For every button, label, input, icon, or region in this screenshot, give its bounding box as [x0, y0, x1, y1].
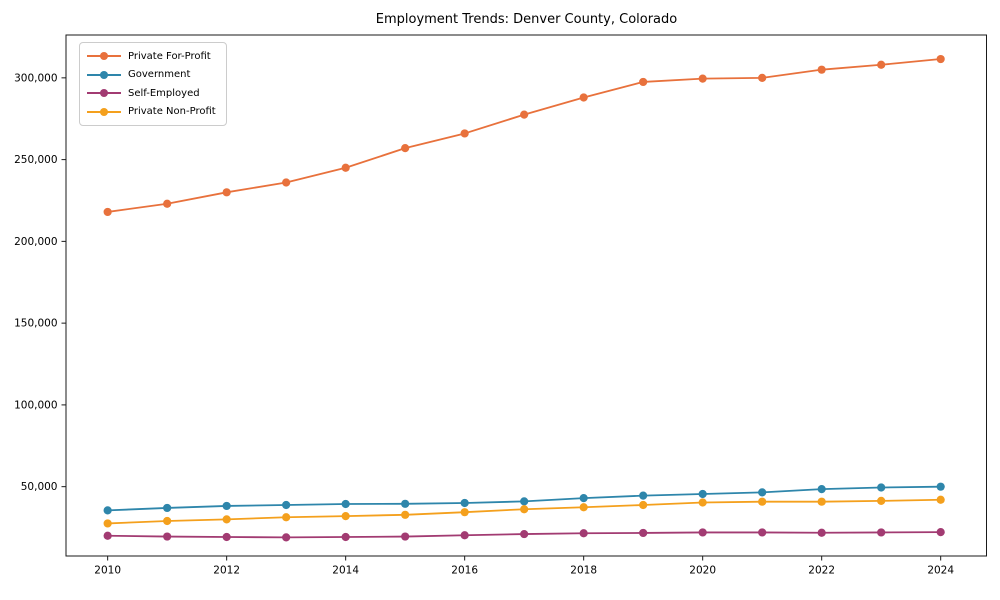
data-point-private-non-profit-2018 [579, 503, 588, 512]
data-point-self-employed-2019 [639, 528, 648, 538]
x-tick-label: 2018 [570, 565, 597, 577]
y-tick-label: 150,000 [14, 318, 57, 330]
legend-dot-icon [100, 107, 108, 116]
data-point-self-employed-2021 [758, 528, 767, 537]
data-point-government-2018 [579, 494, 588, 503]
data-point-self-employed-2018 [579, 529, 588, 538]
legend-swatch-self-employed [87, 88, 121, 98]
data-point-private-for-profit-2012 [222, 188, 231, 197]
data-point-government-2010 [103, 506, 112, 515]
legend-item-government: Government [87, 68, 216, 82]
y-tick-label: 50,000 [21, 481, 58, 493]
data-point-private-for-profit-2015 [401, 144, 410, 153]
data-point-private-non-profit-2021 [758, 497, 767, 506]
data-point-private-non-profit-2017 [520, 505, 529, 514]
data-point-government-2013 [282, 500, 291, 510]
data-point-government-2023 [877, 483, 886, 492]
data-point-private-for-profit-2024 [936, 54, 945, 64]
data-point-private-for-profit-2023 [877, 60, 886, 69]
data-point-government-2014 [341, 499, 350, 509]
data-point-private-for-profit-2014 [341, 163, 350, 172]
legend-label-government: Government [128, 69, 191, 80]
data-point-government-2012 [222, 501, 231, 511]
legend-item-private-non-profit: Private Non-Profit [87, 105, 216, 119]
x-tick-label: 2024 [927, 565, 954, 577]
data-point-private-for-profit-2019 [639, 77, 648, 87]
data-point-self-employed-2015 [401, 532, 410, 541]
x-tick-label: 2022 [808, 565, 835, 577]
data-point-government-2017 [520, 497, 529, 506]
data-point-self-employed-2010 [103, 531, 112, 540]
plot-frame [65, 34, 987, 557]
data-point-self-employed-2013 [282, 533, 291, 542]
data-point-self-employed-2020 [698, 528, 707, 537]
data-point-self-employed-2022 [817, 528, 826, 537]
data-point-private-non-profit-2024 [936, 495, 945, 504]
legend-dot-icon [100, 52, 108, 60]
y-tick-label: 300,000 [14, 72, 57, 84]
data-point-private-for-profit-2022 [817, 65, 826, 74]
data-point-self-employed-2011 [163, 532, 172, 541]
y-tick-label: 200,000 [14, 236, 57, 248]
y-tick-label: 100,000 [14, 399, 57, 411]
data-point-self-employed-2017 [520, 529, 529, 539]
x-tick-label: 2012 [213, 565, 240, 577]
x-tick-label: 2010 [94, 565, 121, 577]
data-point-government-2016 [460, 498, 469, 508]
x-tick-label: 2014 [332, 565, 359, 577]
data-point-government-2011 [163, 503, 172, 513]
legend-dot-icon [100, 89, 108, 97]
data-point-private-for-profit-2020 [698, 74, 707, 83]
legend-swatch-government [87, 70, 121, 80]
data-point-private-non-profit-2022 [817, 497, 826, 506]
data-point-private-for-profit-2016 [460, 129, 469, 138]
data-point-private-non-profit-2023 [877, 496, 886, 505]
legend-label-private-for-profit: Private For-Profit [128, 50, 211, 62]
x-tick-label: 2016 [451, 565, 478, 577]
data-point-government-2024 [936, 482, 945, 491]
data-point-private-for-profit-2011 [163, 199, 172, 208]
data-point-government-2020 [698, 489, 707, 499]
data-point-private-non-profit-2020 [698, 498, 707, 507]
data-point-private-non-profit-2013 [282, 513, 291, 522]
legend-swatch-private-for-profit [87, 51, 121, 61]
data-point-private-non-profit-2016 [460, 508, 469, 517]
data-point-private-non-profit-2011 [163, 516, 172, 526]
legend: Private For-Profit Government Self-Employe… [79, 42, 227, 126]
data-point-private-non-profit-2010 [103, 519, 112, 528]
data-point-private-non-profit-2015 [401, 510, 410, 519]
data-point-self-employed-2012 [222, 532, 231, 542]
data-point-private-for-profit-2018 [579, 93, 588, 102]
data-point-private-non-profit-2012 [222, 515, 231, 524]
data-point-government-2019 [639, 491, 648, 500]
x-tick-label: 2020 [689, 565, 716, 577]
legend-swatch-private-non-profit [87, 107, 121, 117]
legend-dot-icon [100, 70, 108, 79]
legend-item-private-for-profit: Private For-Profit [87, 49, 216, 63]
data-point-self-employed-2014 [341, 532, 350, 542]
data-point-private-for-profit-2013 [282, 178, 291, 187]
data-point-government-2021 [758, 488, 767, 497]
legend-item-self-employed: Self-Employed [87, 86, 216, 100]
legend-label-private-non-profit: Private Non-Profit [128, 106, 216, 117]
series-line-private-for-profit [107, 58, 941, 213]
data-point-private-for-profit-2017 [520, 110, 529, 119]
data-point-private-for-profit-2021 [758, 73, 767, 82]
chart-title: Employment Trends: Denver County, Colora… [375, 12, 678, 27]
data-point-self-employed-2023 [877, 528, 886, 537]
data-point-self-employed-2016 [460, 531, 469, 540]
data-point-government-2015 [401, 499, 410, 508]
data-point-private-non-profit-2014 [341, 511, 350, 521]
legend-label-self-employed: Self-Employed [128, 87, 200, 99]
y-tick-label: 250,000 [14, 154, 57, 166]
data-point-government-2022 [817, 485, 826, 494]
data-point-private-for-profit-2010 [103, 207, 112, 217]
data-point-self-employed-2024 [936, 528, 945, 537]
data-point-private-non-profit-2019 [639, 500, 648, 510]
